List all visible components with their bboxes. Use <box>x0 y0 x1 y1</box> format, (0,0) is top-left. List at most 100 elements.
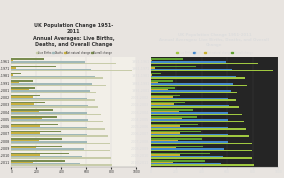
Bar <box>11 140 39 141</box>
Bar <box>11 146 62 147</box>
Bar <box>151 153 210 154</box>
Bar <box>11 85 106 86</box>
Bar <box>151 90 231 92</box>
Bar <box>11 83 92 85</box>
Bar <box>151 140 178 141</box>
Bar <box>151 148 224 150</box>
Bar <box>151 143 252 144</box>
Bar <box>11 156 82 157</box>
Bar <box>11 112 87 114</box>
Bar <box>151 124 198 125</box>
Bar <box>11 61 85 63</box>
Bar <box>151 150 252 151</box>
Bar <box>11 135 108 137</box>
Bar <box>151 82 158 83</box>
Bar <box>151 99 236 101</box>
Bar <box>11 164 112 166</box>
Bar <box>151 74 152 76</box>
Bar <box>11 105 88 106</box>
Bar <box>11 121 103 122</box>
Bar <box>11 119 87 121</box>
Bar <box>151 119 229 121</box>
Bar <box>11 109 53 111</box>
Bar <box>151 134 228 135</box>
Bar <box>11 58 44 60</box>
Bar <box>151 157 252 159</box>
Bar <box>151 112 228 114</box>
Bar <box>151 118 182 119</box>
Bar <box>11 106 98 108</box>
Bar <box>151 66 197 67</box>
Bar <box>11 161 33 163</box>
Bar <box>11 60 13 61</box>
Bar <box>151 132 180 134</box>
Bar <box>11 147 36 148</box>
Bar <box>151 83 233 85</box>
Bar <box>151 127 228 128</box>
Bar <box>151 138 202 140</box>
Bar <box>151 154 180 156</box>
Bar <box>11 154 40 156</box>
Bar <box>11 153 69 154</box>
Bar <box>11 148 83 150</box>
Bar <box>151 73 161 74</box>
Bar <box>11 80 33 82</box>
Bar <box>11 124 58 125</box>
Bar <box>11 95 41 96</box>
Bar <box>151 63 258 64</box>
Bar <box>151 69 232 70</box>
Bar <box>11 131 61 132</box>
Bar <box>151 60 152 61</box>
Bar <box>151 89 168 90</box>
Bar <box>151 103 174 105</box>
Bar <box>11 111 39 112</box>
Bar <box>11 163 80 164</box>
Bar <box>11 76 95 77</box>
Bar <box>11 157 111 159</box>
Bar <box>151 96 172 98</box>
Bar <box>11 82 19 83</box>
Bar <box>151 111 179 112</box>
Bar <box>11 116 57 118</box>
Bar <box>11 63 116 64</box>
Bar <box>151 109 193 111</box>
Bar <box>151 102 185 103</box>
Bar <box>11 118 42 119</box>
Bar <box>11 66 56 67</box>
Bar <box>11 98 87 99</box>
Bar <box>11 150 110 151</box>
Bar <box>11 92 96 93</box>
Bar <box>151 131 201 132</box>
Bar <box>151 146 203 147</box>
Bar <box>151 160 205 161</box>
Bar <box>151 70 273 72</box>
Bar <box>11 138 62 140</box>
Bar <box>11 77 103 79</box>
Bar <box>11 132 40 134</box>
Bar <box>151 58 183 60</box>
Bar <box>11 127 87 128</box>
Bar <box>11 103 34 105</box>
Bar <box>11 128 105 130</box>
Bar <box>151 85 247 86</box>
Bar <box>151 92 237 93</box>
Bar <box>151 106 239 108</box>
Bar <box>151 61 226 63</box>
Bar <box>11 160 65 161</box>
Bar <box>151 135 249 137</box>
Bar <box>11 99 95 101</box>
Bar <box>11 67 16 69</box>
Bar <box>151 128 246 130</box>
Bar <box>151 95 180 96</box>
Bar <box>151 121 244 122</box>
Bar <box>151 116 197 118</box>
Bar <box>11 125 40 127</box>
Bar <box>151 105 229 106</box>
Bar <box>151 80 173 82</box>
Bar <box>151 87 175 89</box>
Bar <box>151 76 236 77</box>
Bar <box>11 141 87 143</box>
Bar <box>151 77 245 79</box>
Bar <box>11 74 12 76</box>
Bar <box>11 114 101 115</box>
